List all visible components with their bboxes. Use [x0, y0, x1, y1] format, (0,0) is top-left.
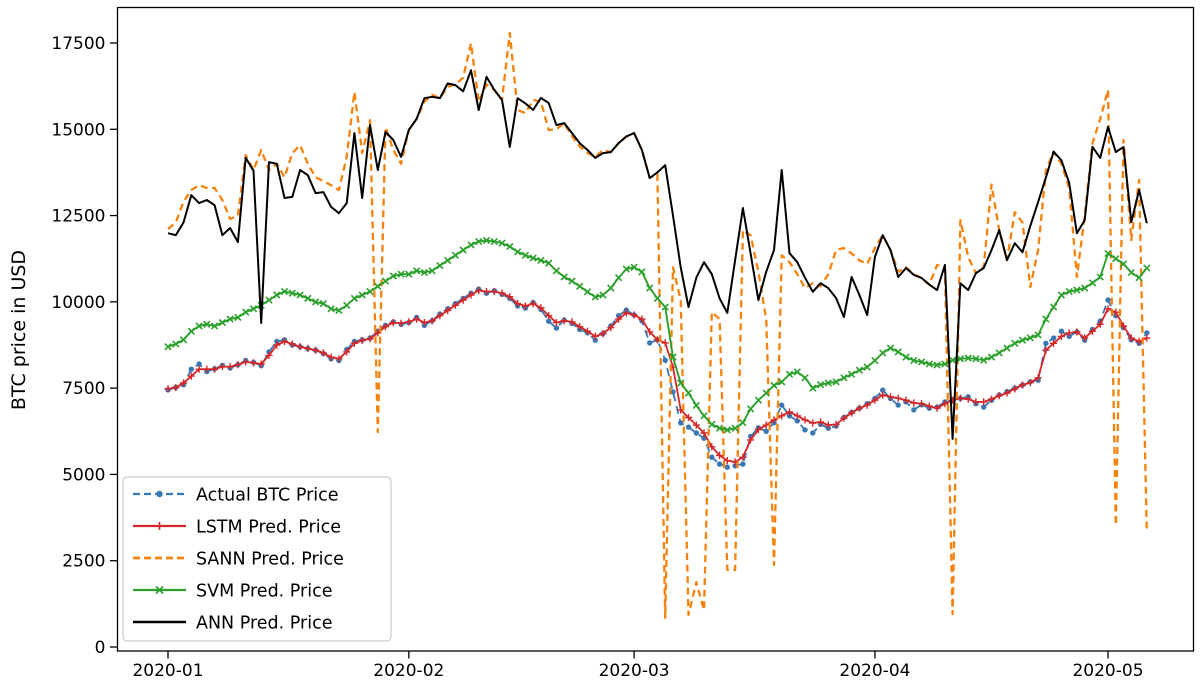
legend-label: LSTM Pred. Price	[196, 518, 341, 538]
data-point-marker-set	[164, 236, 1151, 434]
data-point-marker	[1105, 297, 1111, 303]
data-point-marker	[794, 418, 800, 424]
data-point-marker	[678, 420, 684, 426]
x-tick-label: 2020-05	[1072, 661, 1143, 681]
legend-box	[122, 476, 392, 642]
legend-label: Actual BTC Price	[196, 486, 339, 506]
legend: Actual BTC Price LSTM Pred. Price SANN Pre…	[122, 476, 392, 642]
data-point-marker	[802, 427, 808, 433]
data-point-marker	[786, 413, 793, 419]
legend-swatch-marker	[156, 490, 163, 498]
legend-item-ann-pred-price: ANN Pred. Price	[133, 614, 332, 634]
data-point-marker	[188, 366, 194, 372]
y-tick-label: 10000	[51, 293, 105, 313]
legend-item-sann-pred-price: SANN Pred. Price	[133, 550, 344, 570]
data-point-marker	[670, 389, 676, 395]
y-axis-title: BTC price in USD	[8, 250, 30, 410]
data-point-marker	[592, 337, 598, 343]
y-tick-label: 7500	[62, 379, 105, 399]
series-line	[167, 69, 1148, 440]
data-point-marker	[196, 361, 202, 367]
legend-item-lstm-pred-price: LSTM Pred. Price	[133, 518, 341, 538]
series-line	[167, 289, 1148, 463]
plot-frame	[116, 6, 1195, 652]
data-point-marker	[724, 464, 730, 470]
data-point-marker	[709, 454, 715, 460]
y-tick-label: 15000	[51, 120, 105, 140]
data-point-marker	[662, 357, 668, 363]
series-line	[167, 288, 1148, 469]
data-point-marker	[895, 402, 901, 408]
y-tick-label: 12500	[51, 207, 105, 227]
data-point-marker	[911, 407, 917, 413]
y-axis: 0 2500 5000 7500 10000 12500 15000 17500	[51, 34, 118, 658]
series-svm-pred-price	[164, 236, 1151, 434]
data-point-marker	[1144, 330, 1150, 336]
data-point-marker	[880, 387, 886, 393]
legend-label: SVM Pred. Price	[196, 582, 333, 602]
y-tick-label: 0	[95, 638, 106, 658]
data-point-marker	[779, 402, 785, 408]
legend-label: ANN Pred. Price	[196, 614, 332, 634]
data-point-marker	[546, 318, 552, 324]
x-tick-label: 2020-01	[132, 661, 203, 681]
data-point-marker	[553, 325, 560, 331]
x-axis: 2020-01 2020-02 2020-03 2020-04 2020-05	[132, 651, 1144, 681]
x-tick-label: 2020-02	[373, 661, 444, 681]
data-point-marker	[1050, 335, 1057, 341]
legend-swatch-marker	[155, 522, 164, 530]
series-lstm-pred-price	[164, 286, 1151, 466]
data-point-marker	[740, 461, 746, 467]
legend-item-svm-pred-price: SVM Pred. Price	[133, 582, 333, 602]
legend-swatch-marker	[155, 585, 164, 595]
y-tick-label: 5000	[62, 465, 105, 485]
legend-item-actual-btc-price: Actual BTC Price	[133, 486, 339, 506]
series-actual-btc-price	[165, 286, 1150, 470]
series-ann-pred-price	[167, 69, 1148, 440]
data-point-marker	[693, 430, 699, 436]
data-point-marker	[810, 430, 816, 436]
y-tick-label: 17500	[51, 34, 105, 54]
data-point-marker	[763, 428, 769, 434]
data-point-marker	[981, 404, 987, 410]
y-tick-label: 2500	[62, 552, 105, 572]
data-point-marker	[685, 424, 692, 430]
data-point-marker	[1043, 340, 1049, 346]
data-point-marker	[716, 461, 723, 467]
legend-label: SANN Pred. Price	[196, 550, 344, 570]
data-point-marker-set	[164, 286, 1151, 466]
x-tick-label: 2020-03	[599, 661, 670, 681]
x-tick-label: 2020-04	[839, 661, 910, 681]
series-line	[167, 239, 1148, 431]
data-point-marker	[647, 340, 653, 346]
data-point-marker	[1058, 328, 1065, 334]
